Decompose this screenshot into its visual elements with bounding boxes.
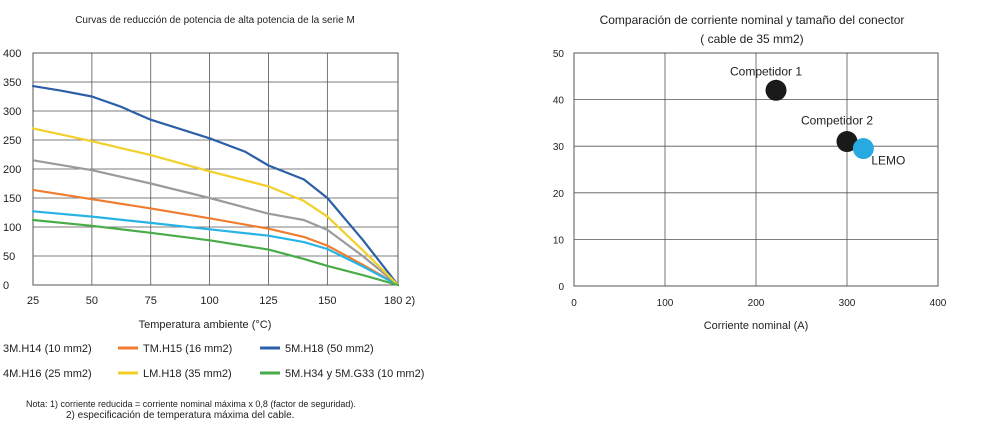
left-y-tick-label: 100 (3, 222, 21, 234)
left-y-tick-label: 200 (3, 164, 21, 176)
left-chart-ticks: 0 50 100 150 200 250 300 350 400 25 50 75 100 125 150 1… (3, 48, 415, 307)
left-y-tick-label: 300 (3, 106, 21, 118)
scatter-point (852, 138, 874, 160)
left-x-tick-label: 25 (27, 295, 39, 307)
left-x-tick-label: 125 (259, 295, 277, 307)
left-chart-x-axis-label: Temperatura ambiente (°C) (139, 319, 272, 331)
series-line (31, 210, 400, 287)
right-x-tick-label: 400 (930, 298, 947, 309)
left-y-tick-label: 0 (3, 280, 9, 292)
point-label: LEMO (871, 154, 905, 168)
series-line (31, 85, 400, 287)
comparison-chart: Comparación de corriente nominal y tamañ… (553, 13, 947, 332)
footnote-line-2: 2) especificación de temperatura máxima … (66, 410, 294, 421)
scatter-point (836, 131, 858, 153)
right-chart-subtitle: ( cable de 35 mm2) (700, 32, 803, 46)
legend-label: LM.H18 (35 mm2) (143, 368, 232, 380)
derating-chart: Curvas de reducción de potencia de alta … (3, 15, 424, 421)
right-chart-x-axis-label: Corriente nominal (A) (704, 320, 809, 332)
left-y-tick-label: 400 (3, 48, 21, 60)
right-chart-grid (573, 52, 939, 287)
left-y-tick-label: 250 (3, 135, 21, 147)
legend-label: 4M.H16 (25 mm2) (3, 368, 92, 380)
series-line (31, 218, 400, 287)
point-label: Competidor 1 (730, 64, 802, 78)
series-line (31, 159, 400, 287)
legend-label: TM.H15 (16 mm2) (143, 343, 232, 355)
left-x-tick-label: 180 2) (384, 295, 415, 307)
footnote-line-1: Nota: 1) corriente reducida = corriente … (26, 399, 356, 409)
left-x-tick-label: 150 (318, 295, 336, 307)
left-y-tick-label: 350 (3, 77, 21, 89)
right-y-tick-label: 40 (553, 96, 565, 107)
right-y-tick-label: 50 (553, 49, 565, 60)
legend-label: 5M.H34 y 5M.G33 (10 mm2) (285, 368, 424, 380)
left-chart-title: Curvas de reducción de potencia de alta … (75, 15, 355, 26)
left-x-tick-label: 100 (200, 295, 218, 307)
left-x-tick-label: 75 (145, 295, 157, 307)
scatter-point (765, 79, 787, 101)
right-y-tick-label: 10 (553, 235, 565, 246)
right-x-tick-label: 100 (657, 298, 674, 309)
right-y-tick-label: 20 (553, 189, 565, 200)
point-label: Competidor 2 (801, 114, 873, 128)
right-x-tick-label: 0 (571, 298, 577, 309)
series-line (31, 188, 400, 287)
right-y-tick-label: 30 (553, 142, 565, 153)
series-line (31, 127, 400, 287)
right-chart-title: Comparación de corriente nominal y tamañ… (600, 13, 905, 27)
left-chart-legend: 3M.H14 (10 mm2) TM.H15 (16 mm2) 5M.H18 (50… (3, 343, 424, 380)
legend-label: 5M.H18 (50 mm2) (285, 343, 374, 355)
right-x-tick-label: 200 (748, 298, 765, 309)
legend-label: 3M.H14 (10 mm2) (3, 343, 92, 355)
left-chart-series (31, 85, 400, 287)
right-x-tick-label: 300 (839, 298, 856, 309)
left-y-tick-label: 150 (3, 193, 21, 205)
left-y-tick-label: 50 (3, 251, 15, 263)
right-y-tick-label: 0 (558, 282, 564, 293)
left-x-tick-label: 50 (86, 295, 98, 307)
right-chart-ticks: 0 10 20 30 40 50 0 100 200 300 400 (553, 49, 947, 309)
right-chart-points: Competidor 1 Competidor 2 LEMO (730, 64, 905, 167)
